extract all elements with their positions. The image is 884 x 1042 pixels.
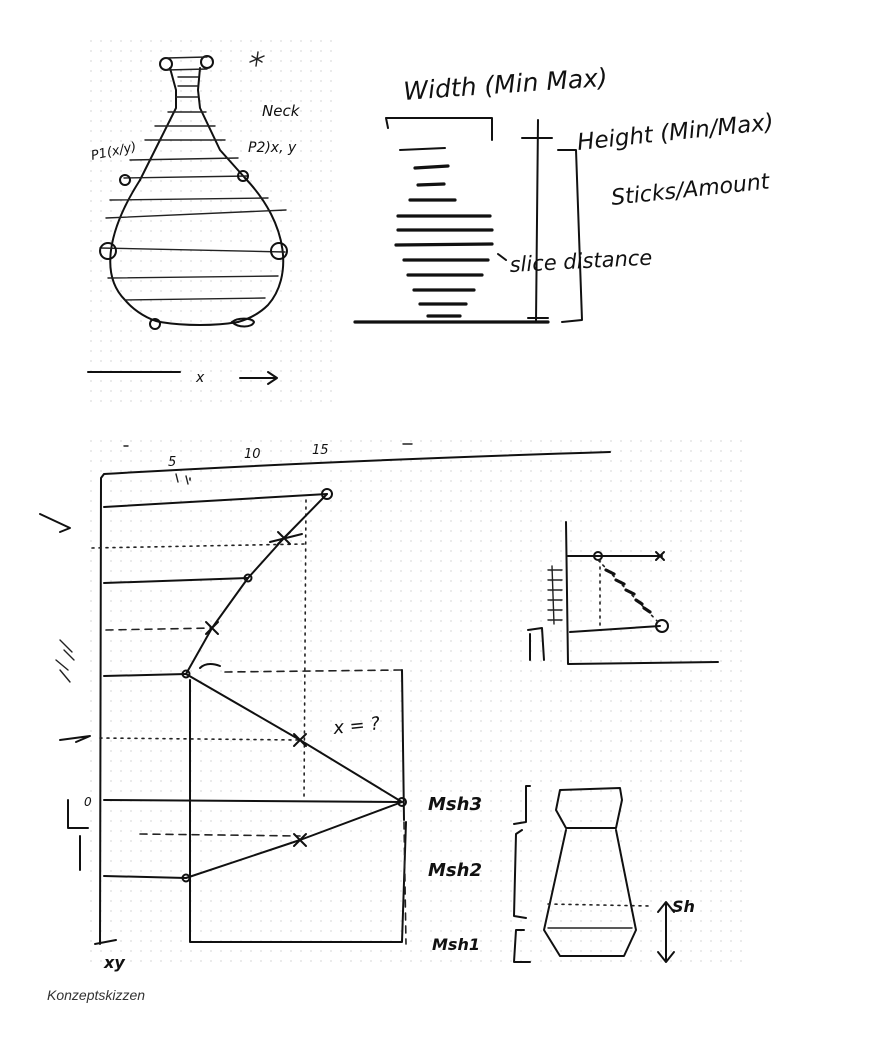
vessel-mesh-sketch xyxy=(513,785,675,963)
label-neck: Neck xyxy=(262,102,301,120)
tick-label-15: 15 xyxy=(312,443,329,458)
label-width: Width (Min Max) xyxy=(402,63,608,106)
label-mesh2: Msh2 xyxy=(428,860,482,881)
label-p2: P2)x, y xyxy=(248,140,297,156)
bottle-sketch xyxy=(87,51,288,385)
label-mesh1: Msh1 xyxy=(432,935,480,954)
label-slice-distance: slice distance xyxy=(509,246,653,277)
label-x-question: x = ? xyxy=(331,713,381,739)
label-x-axis: x xyxy=(195,370,205,386)
tick-label-0: 0 xyxy=(84,795,92,809)
small-slope-graph xyxy=(527,521,719,665)
tick-label-10: 10 xyxy=(244,447,261,462)
label-sh: Sh xyxy=(672,897,695,916)
tick-label-5: 5 xyxy=(168,455,176,470)
slice-stack-sketch xyxy=(353,117,583,324)
label-height: Height (Min/Max) xyxy=(576,109,775,155)
label-sticks: Sticks/Amount xyxy=(610,169,772,211)
label-xy: xy xyxy=(103,953,125,972)
dot-grid-bottom xyxy=(88,440,748,970)
label-mesh3: Msh3 xyxy=(428,794,482,815)
figure-caption: Konzeptskizzen xyxy=(47,987,146,1003)
profile-graph xyxy=(39,443,611,945)
